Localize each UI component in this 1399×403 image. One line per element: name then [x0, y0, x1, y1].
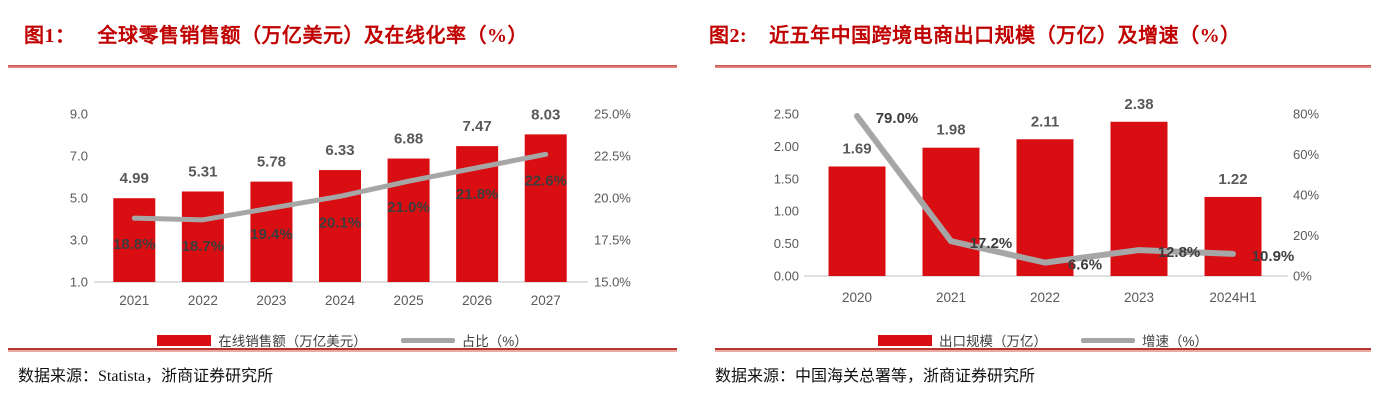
line-value-label: 19.4% — [250, 226, 293, 243]
x-axis-label-2022: 2022 — [1030, 290, 1060, 305]
growth-line — [131, 151, 549, 223]
y-axis-right-tick: 17.5% — [594, 233, 631, 248]
legend-label: 增速（%） — [1141, 334, 1208, 349]
figure-2-source: 数据来源：中国海关总署等，浙商证券研究所 — [715, 368, 1036, 385]
bar-2022 — [181, 191, 224, 282]
y-axis-left-tick: 1.50 — [774, 171, 799, 186]
x-axis-label-2021: 2021 — [119, 293, 149, 308]
y-axis-left-tick: 9.0 — [70, 107, 88, 122]
bar-value-label: 2.11 — [1031, 113, 1059, 130]
y-axis-left-tick: 2.50 — [774, 107, 799, 122]
figure-1-bottom-rule — [8, 348, 677, 350]
line-value-label: 6.6% — [1068, 257, 1102, 274]
bar-2022 — [1016, 139, 1074, 276]
line-value-label: 18.8% — [113, 236, 156, 253]
legend-line-swatch — [1080, 337, 1135, 343]
bar-2024 — [319, 170, 361, 282]
legend-item: 占比（%） — [400, 330, 528, 350]
line-value-label: 12.8% — [1158, 244, 1201, 261]
y-axis-left-tick: 0.50 — [774, 236, 799, 251]
y-axis-right-tick: 80% — [1293, 107, 1319, 122]
bar-2023 — [250, 181, 293, 282]
y-axis-right-tick: 20% — [1293, 228, 1319, 243]
y-axis-left-tick: 2.00 — [774, 139, 799, 154]
bar-value-label: 1.69 — [842, 140, 871, 157]
bar-value-label: 4.99 — [120, 170, 149, 187]
legend-bar-swatch — [157, 334, 212, 346]
x-axis-label-2020: 2020 — [842, 290, 872, 305]
y-axis-left-tick: 0.00 — [774, 269, 799, 284]
x-axis-label-2026: 2026 — [462, 293, 492, 308]
bar-2020 — [828, 166, 886, 276]
figure-1-label: 图1： — [24, 25, 76, 47]
figure-1-chart: 9.0 7.0 5.0 3.0 1.0 25.0% 22.5% 20.0% 17.5% 15.0%… — [70, 106, 631, 308]
line-value-label: 22.6% — [524, 172, 567, 189]
y-axis-right-tick: 15.0% — [594, 275, 631, 290]
bar-2024H1 — [1204, 196, 1262, 276]
x-axis-label-2022: 2022 — [188, 293, 218, 308]
figure-2-title-rule — [715, 65, 1371, 68]
legend-label: 占比（%） — [461, 334, 528, 349]
x-axis-label-2027: 2027 — [531, 293, 561, 308]
figure-2-label: 图2: — [709, 25, 748, 47]
y-axis-right-tick: 20.0% — [594, 191, 631, 206]
bar-value-label: 6.88 — [394, 131, 423, 148]
y-axis-right-tick: 40% — [1293, 188, 1319, 203]
x-axis-label-2023: 2023 — [256, 293, 286, 308]
x-axis-label-2021: 2021 — [936, 290, 966, 305]
figure-1-title: 图1： 全球零售销售额（万亿美元）及在线化率（%） — [24, 19, 528, 48]
figure-1: 图1： 全球零售销售额（万亿美元）及在线化率（%） 9.0 7.0 5.0 3.0 1.0… — [8, 0, 677, 403]
bar-value-label: 5.78 — [257, 154, 286, 171]
y-axis-left-tick: 5.0 — [70, 191, 88, 206]
figure-1-legend: 在线销售额（万亿美元） 占比（%） — [8, 330, 677, 350]
figure-1-source: 数据来源：Statista，浙商证券研究所 — [18, 368, 274, 385]
bar-value-label: 1.98 — [936, 122, 965, 139]
y-axis-left-tick: 7.0 — [70, 149, 88, 164]
bar-value-label: 7.47 — [463, 118, 492, 135]
growth-line — [854, 113, 1236, 266]
bar-value-label: 6.33 — [325, 142, 354, 159]
legend-item: 增速（%） — [1080, 330, 1208, 350]
line-value-label: 17.2% — [970, 235, 1013, 252]
bar-value-label: 5.31 — [188, 163, 217, 180]
x-axis-label-2024H1: 2024H1 — [1209, 290, 1256, 305]
figure-2-bottom-rule — [715, 348, 1371, 350]
line-value-label: 10.9% — [1252, 248, 1295, 265]
figure-1-title-text: 全球零售销售额（万亿美元）及在线化率（%） — [97, 25, 528, 47]
line-value-label: 18.7% — [182, 238, 225, 255]
legend-bar-swatch — [877, 334, 932, 346]
figure-2-legend: 出口规模（万亿） 增速（%） — [715, 330, 1371, 350]
y-axis-right-tick: 22.5% — [594, 149, 631, 164]
figure-1-title-rule — [8, 65, 677, 68]
bar-value-label: 1.22 — [1218, 171, 1247, 188]
bar-value-label: 8.03 — [531, 106, 560, 123]
line-value-label: 79.0% — [876, 110, 919, 127]
y-axis-left-tick: 1.0 — [70, 275, 88, 290]
x-axis-label-2023: 2023 — [1124, 290, 1154, 305]
legend-item: 在线销售额（万亿美元） — [157, 330, 367, 350]
y-axis-right-tick: 60% — [1293, 147, 1319, 162]
figure-2-chart: 2.50 2.00 1.50 1.00 0.50 0.00 80% 60% 40% 20% 0% 1.… — [774, 96, 1320, 305]
y-axis-right-tick: 25.0% — [594, 107, 631, 122]
x-axis-label-2024: 2024 — [325, 293, 356, 308]
legend-label: 在线销售额（万亿美元） — [218, 334, 367, 349]
line-value-label: 21.8% — [456, 186, 499, 203]
x-axis-label-2025: 2025 — [394, 293, 424, 308]
y-axis-left-tick: 3.0 — [70, 233, 88, 248]
figure-2-title-text: 近五年中国跨境电商出口规模（万亿）及增速（%） — [769, 25, 1241, 47]
legend-line-swatch — [400, 337, 455, 343]
bar-value-label: 2.38 — [1124, 96, 1153, 113]
line-value-label: 21.0% — [387, 199, 430, 216]
figure-2-title: 图2: 近五年中国跨境电商出口规模（万亿）及增速（%） — [709, 19, 1241, 48]
y-axis-right-tick: 0% — [1293, 269, 1312, 284]
figure-2: 图2: 近五年中国跨境电商出口规模（万亿）及增速（%） 2.50 2.00 1.50 1… — [709, 0, 1371, 403]
bar-2021 — [113, 198, 156, 282]
legend-label: 出口规模（万亿） — [938, 334, 1047, 349]
legend-item: 出口规模（万亿） — [877, 330, 1047, 350]
line-value-label: 20.1% — [319, 214, 362, 231]
y-axis-left-tick: 1.00 — [774, 204, 799, 219]
